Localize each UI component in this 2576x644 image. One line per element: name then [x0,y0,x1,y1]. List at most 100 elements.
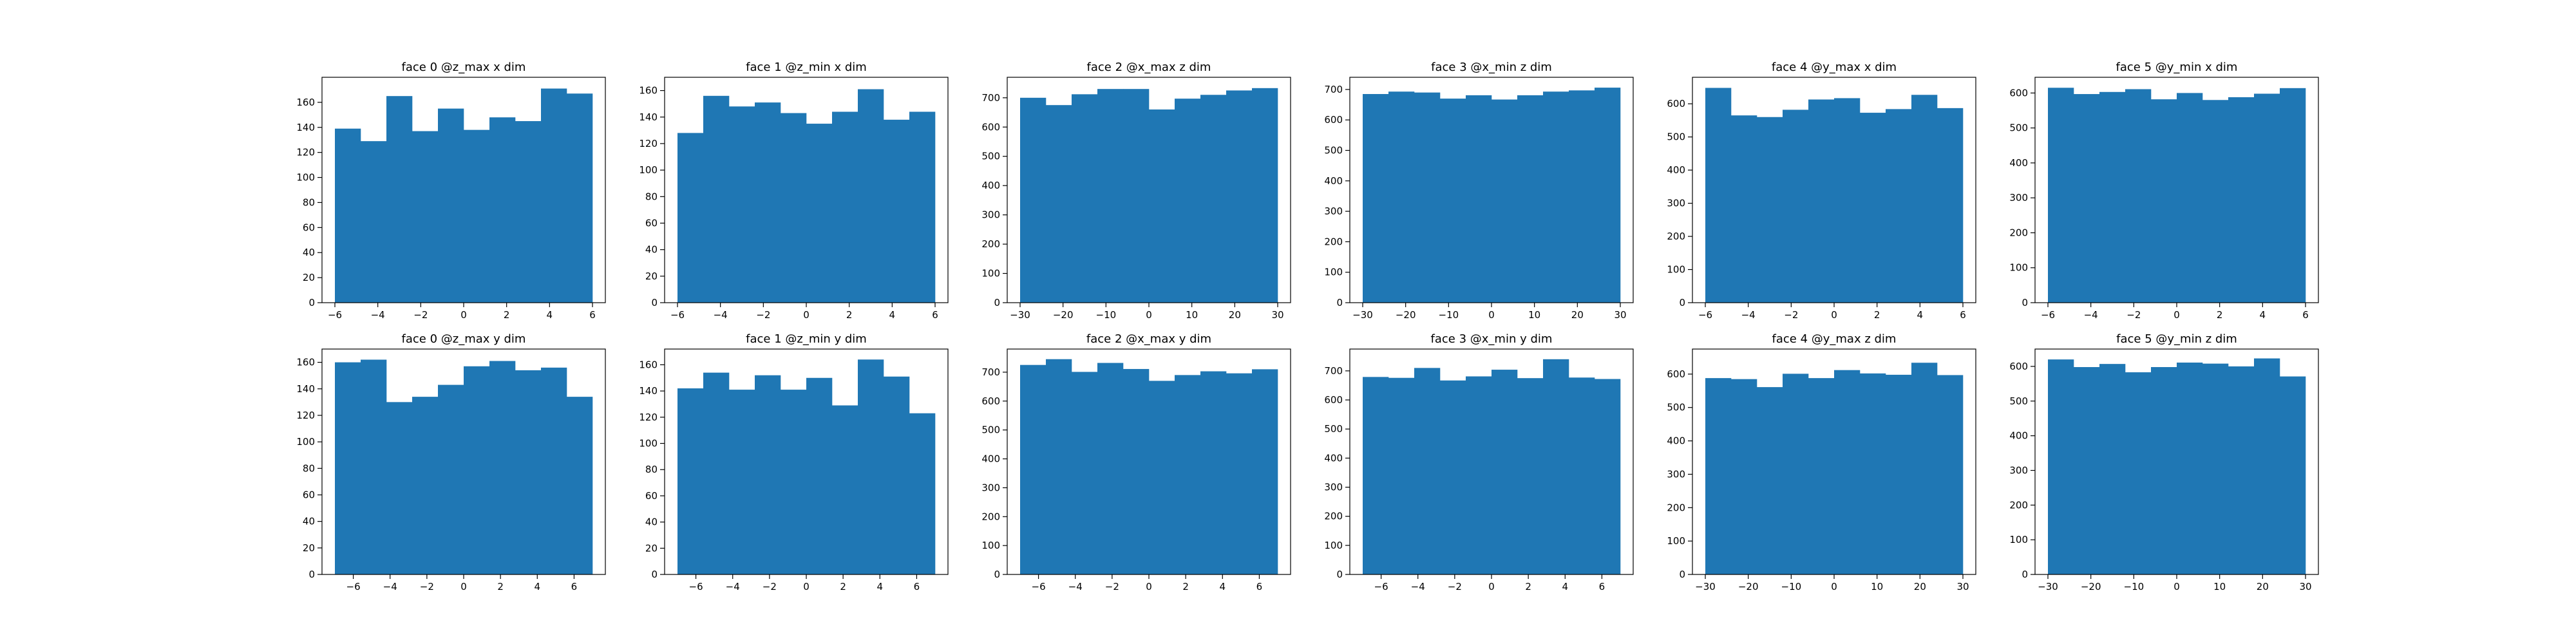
subplot-title: face 3 @x_min z dim [1431,61,1552,74]
y-tick-label: 500 [981,151,1000,162]
x-tick-label: 0 [803,581,810,592]
histogram-bar [489,361,516,574]
x-tick-label: 6 [571,581,578,592]
x-tick-label: 2 [1874,309,1880,321]
x-tick-label: −6 [328,309,342,321]
histogram-bar [858,359,884,574]
histogram-bar [2254,93,2280,303]
histogram-bar [832,111,858,303]
histogram-bar [1046,359,1072,574]
histogram-bar [386,96,413,303]
subplot-title: face 4 @y_max z dim [1772,332,1897,346]
y-tick-label: 100 [1667,264,1685,276]
histogram-bar [1072,94,1098,303]
histogram-bar [1517,95,1544,303]
histogram-bar [1020,97,1046,303]
y-tick-label: 300 [1667,468,1685,480]
x-tick-label: 6 [1599,581,1605,592]
histogram-bar [1808,99,1835,303]
histogram-bar [1466,376,1492,574]
y-tick-label: 700 [981,366,1000,378]
histogram-bar [1569,377,1595,574]
histogram-bar [1783,109,1809,303]
histogram-bar [386,402,413,574]
y-tick-label: 60 [303,489,315,500]
y-tick-label: 0 [2022,569,2028,580]
y-tick-label: 80 [645,464,658,475]
histogram-bar [361,359,387,574]
y-tick-label: 500 [1667,131,1685,143]
histogram-bar [1492,99,1518,303]
y-tick-label: 400 [1324,175,1343,187]
x-tick-label: 0 [1831,581,1837,592]
histogram-bar [703,372,730,574]
histogram-bar [1388,377,1415,574]
x-tick-label: −6 [346,581,361,592]
histogram-bar [1175,375,1201,574]
histogram-bar [1937,108,1964,303]
histogram-bar [806,124,833,303]
x-tick-label: 20 [1571,309,1584,321]
x-tick-label: 10 [1528,309,1540,321]
histogram-bar [858,89,884,303]
histogram-bar [1492,370,1518,574]
y-tick-label: 700 [1324,365,1343,377]
y-tick-label: 60 [645,217,658,229]
histogram-bar [1097,363,1124,574]
y-tick-label: 200 [1667,502,1685,513]
histogram-bar [703,95,730,303]
histogram-bar [2228,97,2255,303]
histogram-bar [567,93,593,303]
histogram-bar [677,388,704,574]
subplot-title: face 0 @z_max y dim [402,332,526,346]
x-tick-label: −10 [1439,309,1459,321]
histogram-bar [1543,91,1569,303]
histogram-bar [2228,366,2255,574]
x-tick-label: −4 [383,581,397,592]
subplot-title: face 5 @y_min z dim [2116,332,2237,346]
x-tick-label: 2 [840,581,846,592]
histogram-bar [909,111,936,303]
x-tick-label: −10 [1096,309,1117,321]
histogram-bar [1886,109,1912,303]
subplot-title: face 2 @x_max y dim [1086,332,1211,346]
histogram-bar [2177,93,2203,303]
histogram-bar [2151,367,2177,574]
y-tick-label: 20 [645,270,658,282]
x-tick-label: 2 [1525,581,1531,592]
x-tick-label: −20 [1053,309,1074,321]
y-tick-label: 0 [1679,297,1685,308]
x-tick-label: 4 [889,309,896,321]
y-tick-label: 0 [994,569,1000,580]
y-tick-label: 600 [1667,98,1685,109]
y-tick-label: 0 [1679,569,1685,580]
y-tick-label: 20 [645,542,658,554]
x-tick-label: 4 [2260,309,2266,321]
histogram-bar [1200,371,1227,574]
x-tick-label: 4 [1917,309,1924,321]
y-tick-label: 200 [981,511,1000,522]
y-tick-label: 200 [1324,236,1343,247]
histogram-bar [1046,105,1072,303]
x-tick-label: −6 [1698,309,1712,321]
histogram-bar [2099,364,2126,574]
histogram-bar [1543,359,1569,574]
histogram-bar [438,108,464,303]
subplot-11: −30 −20 −10 0 10 20 300100200300400500600face … [2009,332,2319,592]
x-tick-label: 0 [803,309,810,321]
histogram-bar [1200,95,1227,303]
x-tick-label: −6 [670,309,685,321]
y-tick-label: 100 [981,540,1000,551]
y-tick-label: 100 [2009,262,2028,274]
x-tick-label: 2 [497,581,504,592]
x-tick-label: −2 [762,581,777,592]
x-tick-label: −10 [1781,581,1802,592]
y-tick-label: 0 [1336,569,1343,580]
x-tick-label: 4 [1220,581,1226,592]
y-tick-label: 120 [296,410,315,421]
y-tick-label: 140 [639,111,658,123]
histogram-bar [335,362,361,574]
